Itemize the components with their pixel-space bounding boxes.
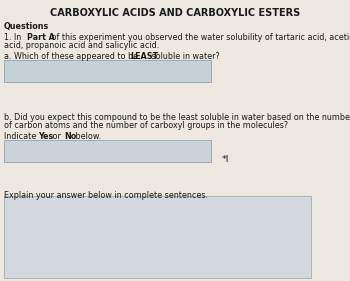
FancyBboxPatch shape (4, 196, 311, 278)
Text: acid, propanoic acid and salicylic acid.: acid, propanoic acid and salicylic acid. (4, 41, 159, 50)
FancyBboxPatch shape (4, 60, 211, 82)
Text: Part A: Part A (27, 33, 55, 42)
Text: No: No (64, 132, 76, 141)
Text: Explain your answer below in complete sentences.: Explain your answer below in complete se… (4, 191, 208, 200)
Text: LEAST: LEAST (130, 52, 158, 61)
Text: of this experiment you observed the water solubility of tartaric acid, acetic: of this experiment you observed the wate… (49, 33, 350, 42)
Text: a. Which of these appeared to be: a. Which of these appeared to be (4, 52, 141, 61)
Text: *I: *I (222, 155, 230, 164)
Text: of carbon atoms and the number of carboxyl groups in the molecules?: of carbon atoms and the number of carbox… (4, 121, 288, 130)
Text: below.: below. (73, 132, 101, 141)
Text: b. Did you expect this compound to be the least soluble in water based on the nu: b. Did you expect this compound to be th… (4, 113, 350, 122)
Text: CARBOXYLIC ACIDS AND CARBOXYLIC ESTERS: CARBOXYLIC ACIDS AND CARBOXYLIC ESTERS (50, 8, 300, 18)
Text: soluble in water?: soluble in water? (149, 52, 220, 61)
Text: or: or (50, 132, 63, 141)
Text: Yes: Yes (38, 132, 53, 141)
Text: Indicate: Indicate (4, 132, 39, 141)
Text: 1. In: 1. In (4, 33, 24, 42)
Text: Questions: Questions (4, 22, 49, 31)
FancyBboxPatch shape (4, 140, 211, 162)
